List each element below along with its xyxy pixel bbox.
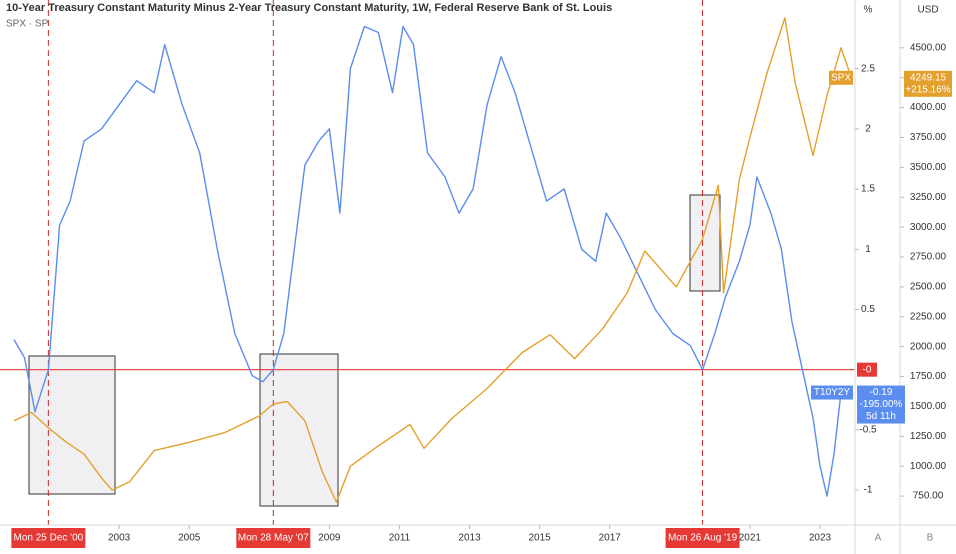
price-tag-label: -195.00%	[860, 399, 903, 410]
scale-button[interactable]: A	[875, 533, 882, 544]
y-tick-label: 2	[865, 123, 871, 134]
x-tick-label: 2023	[809, 533, 832, 544]
zero-tag	[857, 362, 877, 377]
event-tag	[665, 528, 740, 548]
y-tick-label: 1.5	[861, 184, 875, 195]
event-tag	[236, 528, 311, 548]
y2-tick-label: 4500.00	[910, 42, 947, 53]
chart-title: 10-Year Treasury Constant Maturity Minus…	[6, 2, 612, 14]
price-tag-label: 5d 11h	[866, 411, 896, 422]
price-tag	[857, 385, 905, 424]
y2-tick-label: 4000.00	[910, 102, 947, 113]
chart-subtitle: SPX · SP	[6, 19, 49, 30]
x-tick-label: 2011	[389, 533, 411, 544]
event-label: Mon 26 Aug '19	[668, 533, 738, 544]
y-tick-label: 1	[865, 244, 871, 255]
plot-area	[0, 0, 855, 525]
y2-tick-label: 2000.00	[910, 341, 947, 352]
y-tick-label: -1	[864, 485, 873, 496]
x-tick-label: 2017	[599, 533, 622, 544]
x-tick-label: 2003	[108, 533, 131, 544]
x-tick-label: 2005	[178, 533, 201, 544]
highlight-box	[689, 194, 721, 292]
scale-button[interactable]: B	[927, 533, 934, 544]
x-tick-label: 2015	[529, 533, 552, 544]
y2-tick-label: 3500.00	[910, 162, 947, 173]
y2-tick-label: 3000.00	[910, 222, 947, 233]
event-tag	[11, 528, 86, 548]
y2-tick-label: 1500.00	[910, 401, 947, 412]
price-tag-label: -0.19	[870, 387, 893, 398]
y-tick-label: 2.5	[861, 63, 875, 74]
x-tick-label: 2009	[318, 533, 341, 544]
highlight-box	[28, 355, 116, 495]
y2-tick-label: 3750.00	[910, 132, 947, 143]
zero-tag-label: -0	[863, 364, 872, 375]
series-line	[13, 25, 842, 497]
y2-tick-label: 1000.00	[910, 461, 947, 472]
series-name-tag	[829, 70, 853, 85]
price-tag-label: +215.16%	[905, 84, 950, 95]
x-tick-label: 2013	[458, 533, 481, 544]
y-tick-label: 0.5	[861, 304, 875, 315]
series-name-tag	[811, 385, 853, 400]
y2-tick-label: 2750.00	[910, 252, 947, 263]
x-tick-label: 2021	[739, 533, 762, 544]
y2-tick-label: 750.00	[913, 491, 944, 502]
event-label: Mon 25 Dec '00	[13, 533, 83, 544]
series-name: SPX	[831, 72, 851, 83]
series-line	[13, 17, 853, 503]
highlight-box	[259, 353, 339, 507]
y2-tick-label: 1250.00	[910, 431, 947, 442]
y2-tick-label: 2250.00	[910, 311, 947, 322]
price-tag	[904, 70, 952, 97]
y-tick-label: -0.5	[859, 425, 877, 436]
event-label: Mon 28 May '07	[238, 533, 309, 544]
y2-tick-label: 2500.00	[910, 282, 947, 293]
y-unit: %	[864, 5, 873, 16]
y2-tick-label: 3250.00	[910, 192, 947, 203]
series-name: T10Y2Y	[814, 387, 850, 398]
y2-unit: USD	[917, 5, 938, 16]
price-tag-label: 4249.15	[910, 72, 947, 83]
y2-tick-label: 1750.00	[910, 371, 947, 382]
